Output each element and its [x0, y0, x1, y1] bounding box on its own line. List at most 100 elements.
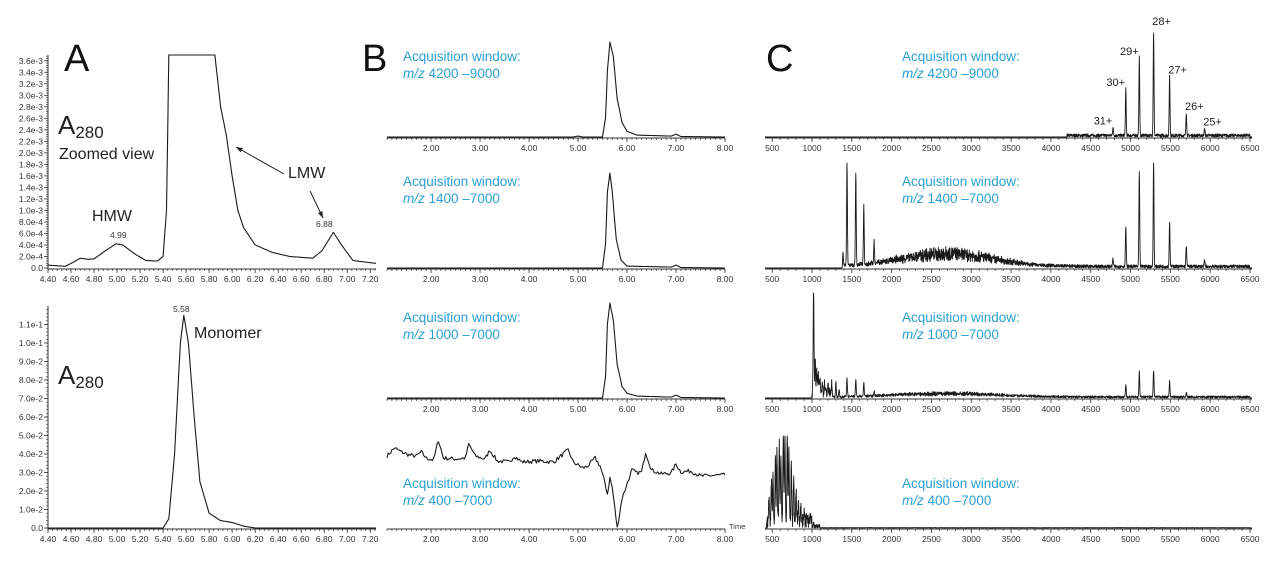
mz-range: 400 –7000: [927, 493, 992, 508]
trace-C-1400-7000: [764, 162, 1253, 269]
x-tick-label: 2000: [882, 274, 901, 284]
x-tick-label: 6.00: [224, 274, 241, 284]
x-tick-label: 7.00: [668, 404, 685, 414]
x-tick-label: 5.40: [155, 534, 172, 544]
charge-state-label: 28+: [1152, 16, 1171, 28]
trace-B-1000-7000: [387, 302, 725, 399]
x-tick-label: 6500: [1241, 143, 1260, 153]
y-tick-label: 8.0e-4: [19, 217, 43, 227]
x-tick-label: 2500: [922, 404, 941, 414]
x-tick-label: 5500: [1161, 274, 1180, 284]
trace-C-1000-7000: [764, 292, 1253, 399]
x-tick-label: 6000: [1201, 274, 1220, 284]
x-tick-label: 1000: [803, 274, 822, 284]
x-tick-label: 1000: [803, 404, 822, 414]
acquisition-title: Acquisition window:: [902, 174, 1020, 189]
mz-range: 4200 –9000: [927, 66, 999, 81]
charge-state-label: 29+: [1120, 46, 1139, 58]
x-tick-label: 7.00: [339, 534, 356, 544]
y-tick-label: 2.0e-4: [19, 251, 43, 261]
x-tick-label: 3000: [962, 404, 981, 414]
x-tick-label: 2000: [882, 404, 901, 414]
x-tick-label: 4.00: [521, 404, 538, 414]
mz-label: m/z: [902, 493, 924, 508]
x-tick-label: 3.00: [472, 143, 489, 153]
x-tick-label: 3000: [962, 274, 981, 284]
mz-label: m/z: [403, 66, 425, 81]
x-tick-label: 6.00: [619, 404, 636, 414]
x-tick-label: 5.00: [109, 274, 126, 284]
x-tick-label: 6.00: [224, 534, 241, 544]
x-tick-label: 4000: [1041, 404, 1060, 414]
x-tick-label: 6.80: [316, 534, 333, 544]
a280-text: A: [58, 360, 76, 390]
y-tick-label: 9.0e-2: [19, 357, 43, 367]
x-tick-label: 1500: [842, 143, 861, 153]
x-tick-label: 500: [765, 143, 779, 153]
panel-letter-b: B: [362, 38, 388, 80]
x-tick-label: 4.60: [63, 274, 80, 284]
time-axis-label: Time: [729, 522, 746, 531]
acquisition-label-c1: Acquisition window: m/z 4200 –9000: [902, 48, 1020, 82]
y-tick-label: 1.0e-1: [19, 338, 43, 348]
x-tick-label: 5000: [1121, 143, 1140, 153]
y-tick-label: 3.6e-3: [19, 56, 43, 66]
x-tick-label: 1000: [803, 534, 822, 544]
acquisition-title: Acquisition window:: [403, 310, 521, 325]
x-tick-label: 4000: [1041, 534, 1060, 544]
x-tick-label: 4500: [1081, 404, 1100, 414]
x-tick-label: 1500: [842, 404, 861, 414]
panel-letter-c: C: [766, 38, 794, 80]
x-tick-label: 4.40: [40, 534, 57, 544]
x-tick-label: 7.00: [668, 143, 685, 153]
panel-letter-a: A: [64, 38, 90, 80]
x-tick-label: 2500: [922, 534, 941, 544]
x-tick-label: 3.00: [472, 534, 489, 544]
y-tick-label: 4.0e-2: [19, 449, 43, 459]
y-tick-label: 2.2e-3: [19, 136, 43, 146]
x-tick-label: 7.00: [668, 534, 685, 544]
charge-state-label: 30+: [1106, 77, 1125, 89]
x-tick-label: 5000: [1121, 274, 1140, 284]
x-tick-label: 5000: [1121, 404, 1140, 414]
x-tick-label: 7.00: [339, 274, 356, 284]
x-tick-label: 5500: [1161, 534, 1180, 544]
y-tick-label: 1.8e-3: [19, 159, 43, 169]
acquisition-title: Acquisition window:: [902, 49, 1020, 64]
arrow-head-icon: [317, 211, 323, 218]
x-tick-label: 8.00: [717, 404, 734, 414]
a280-text: A: [58, 110, 76, 140]
trace-C-400-7000: [764, 435, 1253, 529]
trace-C-4200-9000: [764, 32, 1253, 138]
y-tick-label: 1.6e-3: [19, 171, 43, 181]
charge-state-label: 25+: [1203, 117, 1222, 129]
x-tick-label: 500: [765, 274, 779, 284]
x-tick-label: 2000: [882, 143, 901, 153]
x-tick-label: 6.00: [619, 534, 636, 544]
x-tick-label: 2.00: [423, 143, 440, 153]
mz-range: 1000 –7000: [927, 327, 999, 342]
charge-state-label: 31+: [1094, 116, 1113, 128]
acquisition-title: Acquisition window:: [403, 476, 521, 491]
mz-label: m/z: [902, 191, 924, 206]
lmw-label: LMW: [288, 165, 326, 182]
x-tick-label: 3000: [962, 534, 981, 544]
x-tick-label: 6.40: [270, 534, 287, 544]
charge-state-label: 26+: [1185, 101, 1204, 113]
y-tick-label: 2.0e-2: [19, 486, 43, 496]
x-tick-label: 6000: [1201, 534, 1220, 544]
acquisition-label-b2: Acquisition window: m/z 1400 –7000: [403, 173, 521, 207]
x-tick-label: 5.20: [132, 534, 149, 544]
x-tick-label: 4000: [1041, 274, 1060, 284]
x-tick-label: 5500: [1161, 404, 1180, 414]
x-tick-label: 8.00: [717, 143, 734, 153]
x-tick-label: 5500: [1161, 143, 1180, 153]
trace-A-zoomed: [47, 54, 377, 267]
mz-range: 4200 –9000: [428, 66, 500, 81]
y-tick-label: 2.0e-3: [19, 148, 43, 158]
y-tick-label: 7.0e-2: [19, 394, 43, 404]
acquisition-title: Acquisition window:: [902, 476, 1020, 491]
x-tick-label: 1500: [842, 534, 861, 544]
a280-label-zoomed: A280: [58, 110, 104, 143]
